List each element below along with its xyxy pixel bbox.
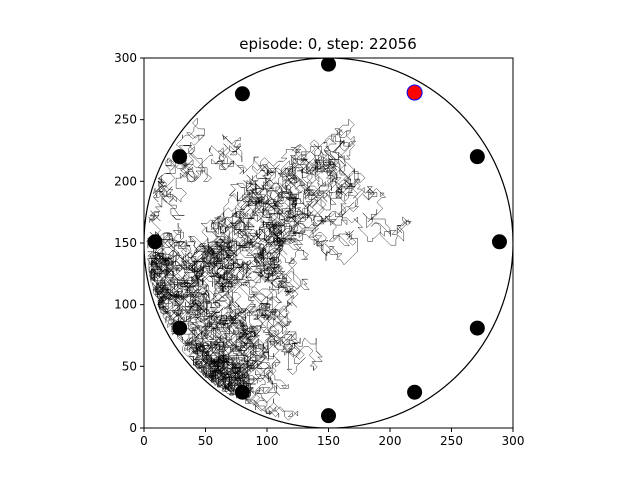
y-tick-label-100: 100	[114, 298, 137, 312]
y-tick-label-0: 0	[129, 421, 137, 435]
marker-6	[172, 320, 188, 336]
marker-2	[172, 149, 188, 165]
marker-10	[321, 408, 336, 424]
marker-5	[491, 234, 507, 250]
y-tick-label-250: 250	[114, 113, 137, 127]
trajectory-line	[145, 117, 412, 421]
axis-ticks: 0 50 100 150 200 250 300 0 50 100 150 200 250 300	[114, 51, 524, 448]
y-tick-label-200: 200	[114, 174, 137, 188]
axes-frame	[143, 57, 514, 429]
marker-8	[234, 384, 250, 400]
x-tick-label-100: 100	[256, 434, 279, 448]
marker-3	[469, 149, 485, 165]
marker-1	[234, 86, 250, 102]
x-tick-label-50: 50	[198, 434, 213, 448]
y-tick-label-150: 150	[114, 236, 137, 250]
x-tick-label-200: 200	[379, 434, 402, 448]
y-tick-label-300: 300	[114, 51, 137, 65]
x-tick-label-300: 300	[502, 434, 525, 448]
y-tick-label-50: 50	[122, 359, 137, 373]
agent-marker	[406, 84, 423, 101]
x-tick-label-150: 150	[317, 434, 340, 448]
x-tick-label-0: 0	[140, 434, 148, 448]
marker-4	[147, 234, 163, 250]
marker-0	[321, 58, 336, 72]
boundary-circle	[144, 58, 513, 428]
x-tick-label-250: 250	[440, 434, 463, 448]
plot-area	[144, 58, 513, 428]
marker-9	[407, 384, 423, 400]
marker-7	[469, 320, 485, 336]
chart-title: episode: 0, step: 22056	[239, 35, 417, 53]
